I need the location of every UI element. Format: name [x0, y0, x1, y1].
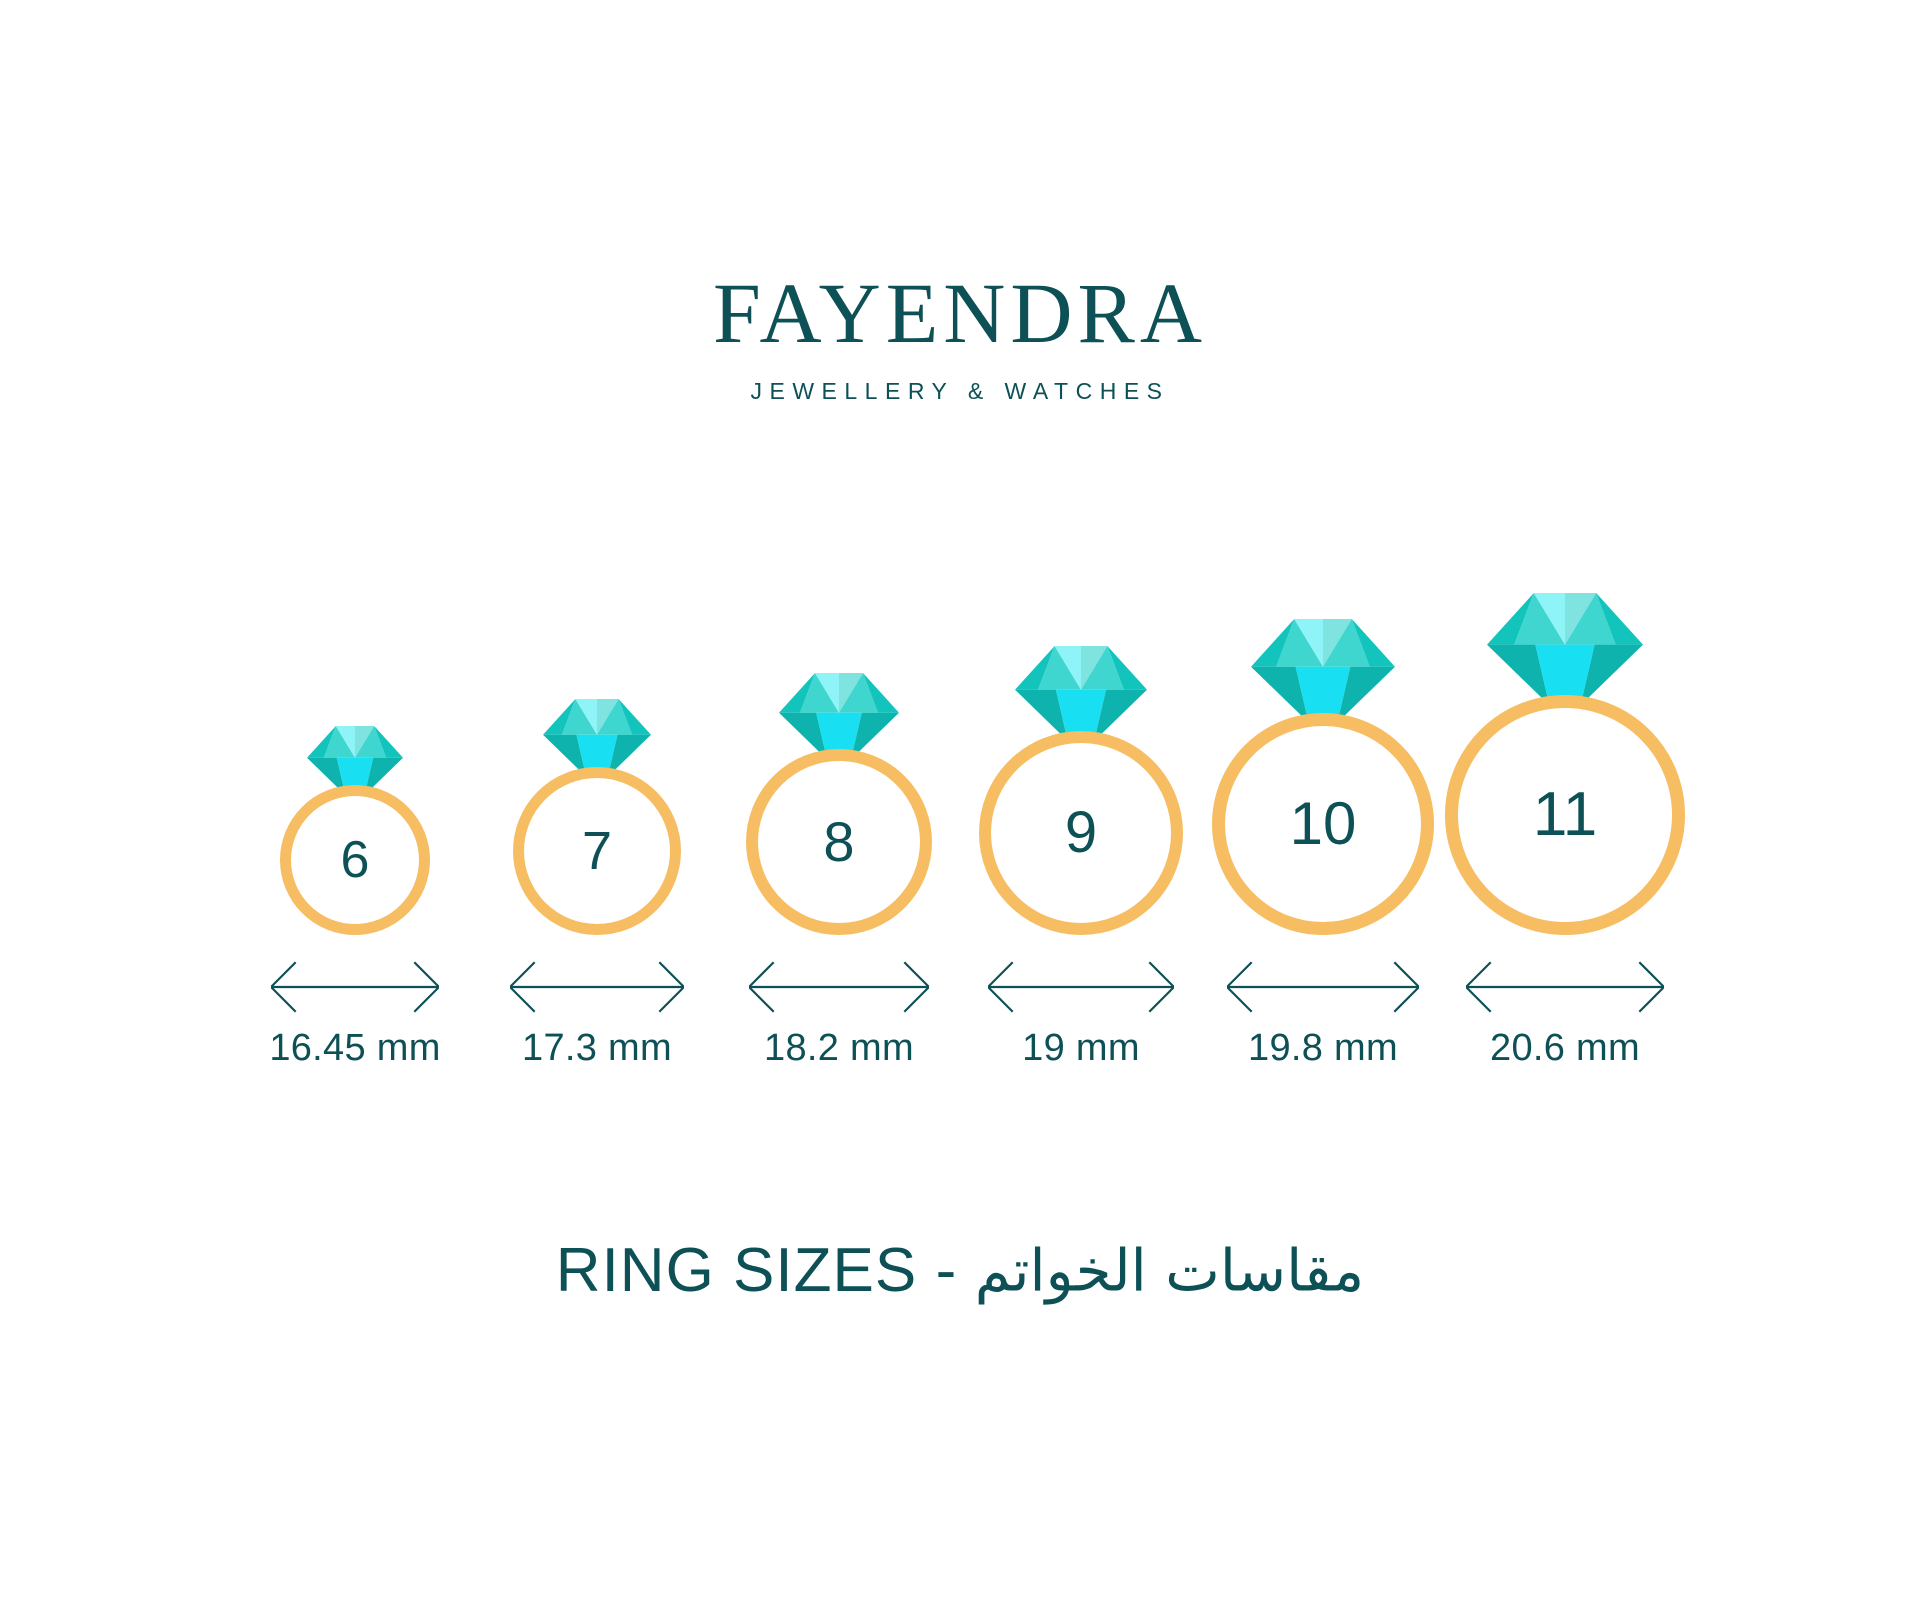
diamond-icon [1015, 645, 1147, 741]
ring-size-item[interactable]: 8 18.2 mm [718, 590, 960, 1070]
ring-size-item[interactable]: 10 19.8 mm [1202, 590, 1444, 1070]
ring-diameter-label: 16.45 mm [269, 1027, 441, 1069]
brand-header: FAYENDRA JEWELLERY & WATCHES [0, 270, 1920, 405]
diamond-icon [1487, 592, 1643, 705]
ring-diameter-label: 19.8 mm [1248, 1027, 1398, 1069]
ring-size-number: 6 [340, 831, 370, 889]
caption-separator: - [935, 1236, 957, 1305]
ring-band: 9 [979, 731, 1183, 935]
dimension-block: 17.3 mm [508, 961, 686, 1070]
brand-name: FAYENDRA [713, 265, 1207, 361]
ring-size-number: 7 [581, 821, 613, 881]
caption-arabic: مقاسات الخواتم [974, 1236, 1365, 1305]
ring-band: 10 [1212, 713, 1434, 935]
diamond-icon [1251, 619, 1395, 723]
ring-size-item[interactable]: 7 17.3 mm [476, 590, 718, 1070]
ring-size-number: 8 [823, 810, 855, 873]
dimension-arrow-icon [747, 961, 931, 1013]
caption-english: RING SIZES [555, 1236, 918, 1305]
ring-graphic: 8 [746, 672, 932, 935]
ring-band: 7 [513, 767, 681, 935]
dimension-block: 19.8 mm [1225, 961, 1421, 1070]
ring-graphic: 10 [1212, 619, 1434, 935]
ring-size-number: 9 [1064, 800, 1098, 865]
dimension-block: 18.2 mm [747, 961, 931, 1070]
dimension-arrow-icon [269, 961, 441, 1013]
ring-size-number: 10 [1289, 790, 1357, 857]
dimension-block: 19 mm [986, 961, 1176, 1070]
ring-band: 11 [1445, 695, 1685, 935]
ring-diameter-label: 20.6 mm [1490, 1027, 1640, 1069]
brand-tagline: JEWELLERY & WATCHES [750, 378, 1170, 404]
ring-diameter-label: 18.2 mm [764, 1027, 914, 1069]
ring-graphic: 9 [979, 645, 1183, 935]
dimension-arrow-icon [1225, 961, 1421, 1013]
ring-graphic: 7 [513, 699, 681, 935]
ring-size-row: 6 16.45 mm 7 17.3 mm 8 18.2 mm 9 19 mm 10 19.8 mm… [0, 590, 1920, 1070]
dimension-arrow-icon [1464, 961, 1666, 1013]
ring-graphic: 11 [1445, 592, 1685, 935]
dimension-arrow-icon [508, 961, 686, 1013]
footer-caption: RING SIZES - مقاسات الخواتم [0, 1235, 1920, 1306]
diamond-icon [543, 699, 651, 777]
ring-diameter-label: 19 mm [1022, 1027, 1140, 1069]
ring-graphic: 6 [280, 725, 430, 935]
ring-band: 6 [280, 785, 430, 935]
ring-size-item[interactable]: 6 16.45 mm [234, 590, 476, 1070]
diamond-icon [779, 672, 899, 759]
dimension-block: 16.45 mm [269, 961, 441, 1070]
dimension-arrow-icon [986, 961, 1176, 1013]
dimension-block: 20.6 mm [1464, 961, 1666, 1070]
diamond-icon [307, 725, 403, 795]
ring-diameter-label: 17.3 mm [522, 1027, 672, 1069]
ring-size-number: 11 [1532, 780, 1598, 849]
ring-size-item[interactable]: 9 19 mm [960, 590, 1202, 1070]
ring-size-item[interactable]: 11 20.6 mm [1444, 590, 1686, 1070]
ring-band: 8 [746, 749, 932, 935]
